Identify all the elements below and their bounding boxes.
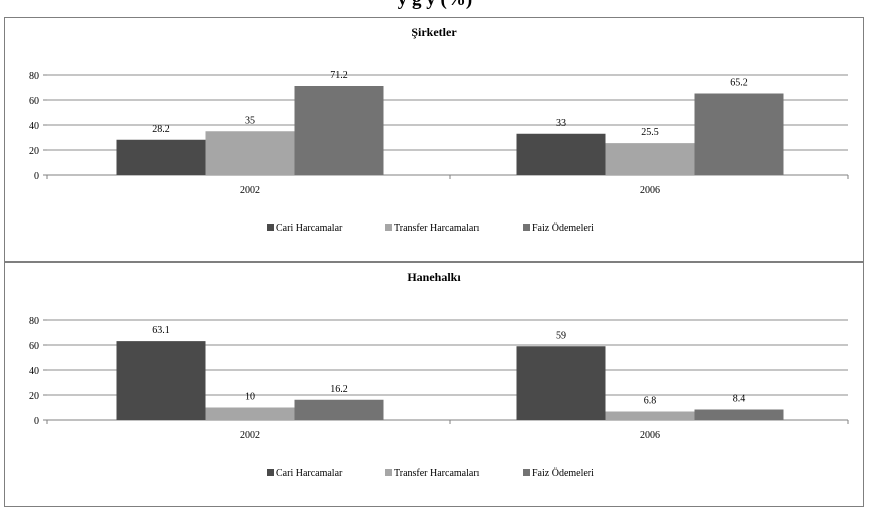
legend-label: Transfer Harcamaları xyxy=(394,468,480,479)
legend-label: Cari Harcamalar xyxy=(276,468,343,479)
legend-label: Cari Harcamalar xyxy=(276,223,343,234)
chart-svg: Şirketler 0 20 40 60 80 28.2 35 71.2 2002 33 25.5 65… xyxy=(29,25,849,234)
legend: Cari Harcamalar Transfer Harcamaları Faiz … xyxy=(267,222,594,234)
data-label: 16.2 xyxy=(330,384,348,395)
y-tick-label: 80 xyxy=(29,316,39,327)
data-label: 35 xyxy=(245,115,255,126)
chart-title: Hanehalkı xyxy=(407,270,461,284)
x-tick-label: 2006 xyxy=(640,430,660,441)
legend-label: Transfer Harcamaları xyxy=(394,223,480,234)
y-tick-label: 60 xyxy=(29,341,39,352)
legend-label: Faiz Ödemeleri xyxy=(532,222,594,234)
chart-title: Şirketler xyxy=(411,25,457,39)
x-tick-label: 2002 xyxy=(240,430,260,441)
x-tick-label: 2002 xyxy=(240,185,260,196)
bar-faiz-odemeleri-2006 xyxy=(694,409,784,420)
y-tick-label: 0 xyxy=(34,416,39,427)
bar-cari-harcamalar-2002 xyxy=(116,341,206,420)
data-label: 8.4 xyxy=(733,394,746,405)
data-label: 25.5 xyxy=(641,127,659,138)
page-title-strip: y g y (%) xyxy=(0,0,870,16)
legend-swatch xyxy=(523,224,530,231)
chart-panel-hanehalki: Hanehalkı 0 20 40 60 80 63.1 10 16.2 2002 59 6.8 8.4… xyxy=(4,262,864,507)
bar-cari-harcamalar-2006 xyxy=(516,133,606,175)
legend-label: Faiz Ödemeleri xyxy=(532,467,594,479)
data-label: 65.2 xyxy=(730,78,748,89)
bar-transfer-harcamalari-2002 xyxy=(205,407,295,420)
legend-swatch xyxy=(385,469,392,476)
legend-swatch xyxy=(267,469,274,476)
y-tick-label: 0 xyxy=(34,171,39,182)
bar-transfer-harcamalari-2006 xyxy=(605,411,695,420)
y-tick-label: 80 xyxy=(29,71,39,82)
data-label: 10 xyxy=(245,392,255,403)
y-tick-label: 20 xyxy=(29,391,39,402)
bar-transfer-harcamalari-2002 xyxy=(205,131,295,175)
bar-faiz-odemeleri-2002 xyxy=(294,86,384,175)
legend-swatch xyxy=(523,469,530,476)
page-title: y g y (%) xyxy=(0,0,870,11)
data-label: 59 xyxy=(556,330,566,341)
y-tick-label: 40 xyxy=(29,121,39,132)
legend: Cari Harcamalar Transfer Harcamaları Faiz … xyxy=(267,467,594,479)
y-tick-label: 60 xyxy=(29,96,39,107)
x-tick-label: 2006 xyxy=(640,185,660,196)
data-label: 33 xyxy=(556,118,566,129)
chart-panel-sirketler: Şirketler 0 20 40 60 80 28.2 35 71.2 2002 33 25.5 65… xyxy=(4,17,864,262)
y-tick-label: 40 xyxy=(29,366,39,377)
bar-cari-harcamalar-2002 xyxy=(116,139,206,175)
bar-faiz-odemeleri-2006 xyxy=(694,93,784,175)
legend-swatch xyxy=(385,224,392,231)
data-label: 6.8 xyxy=(644,396,657,407)
legend-swatch xyxy=(267,224,274,231)
bar-transfer-harcamalari-2006 xyxy=(605,143,695,175)
chart-svg: Hanehalkı 0 20 40 60 80 63.1 10 16.2 2002 59 6.8 8.4… xyxy=(29,270,849,479)
y-tick-label: 20 xyxy=(29,146,39,157)
data-label: 71.2 xyxy=(330,70,348,81)
data-label: 63.1 xyxy=(152,325,170,336)
bar-cari-harcamalar-2006 xyxy=(516,346,606,420)
data-label: 28.2 xyxy=(152,124,170,135)
bar-faiz-odemeleri-2002 xyxy=(294,399,384,420)
